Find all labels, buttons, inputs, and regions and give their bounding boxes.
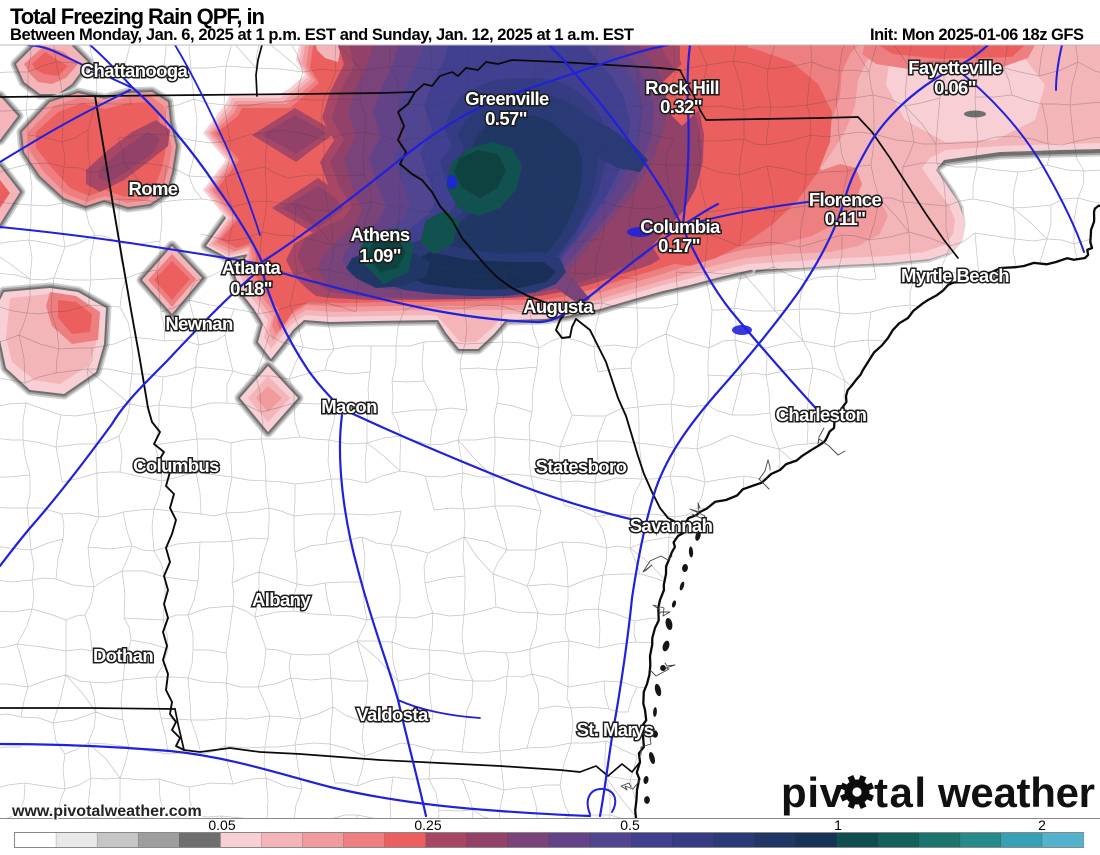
svg-text:0.11": 0.11"	[825, 208, 866, 229]
svg-text:0.18": 0.18"	[230, 278, 272, 299]
svg-text:Charleston: Charleston	[776, 404, 867, 425]
svg-text:Savannah: Savannah	[630, 515, 713, 536]
svg-text:0.25: 0.25	[414, 817, 441, 833]
svg-text:Albany: Albany	[252, 589, 311, 610]
svg-text:www.pivotalweather.com: www.pivotalweather.com	[11, 803, 202, 820]
svg-text:tal: tal	[874, 769, 926, 816]
svg-text:St. Marys: St. Marys	[577, 719, 654, 740]
svg-text:Augusta: Augusta	[523, 296, 594, 317]
svg-text:0.57": 0.57"	[485, 108, 527, 129]
svg-text:Florence: Florence	[809, 189, 882, 210]
svg-text:Columbia: Columbia	[640, 216, 721, 237]
svg-text:2: 2	[1038, 817, 1046, 833]
svg-text:1: 1	[834, 817, 842, 833]
svg-text:Macon: Macon	[321, 396, 377, 417]
svg-text:Greenville: Greenville	[465, 88, 549, 109]
svg-text:Total Freezing Rain QPF, in: Total Freezing Rain QPF, in	[10, 4, 265, 29]
svg-text:Valdosta: Valdosta	[356, 704, 429, 725]
svg-text:Athens: Athens	[350, 224, 409, 245]
svg-text:Chattanooga: Chattanooga	[81, 60, 189, 81]
svg-text:Fayetteville: Fayetteville	[908, 57, 1002, 78]
svg-text:Atlanta: Atlanta	[222, 257, 282, 278]
svg-text:Rome: Rome	[129, 178, 178, 199]
svg-text:0.05: 0.05	[208, 817, 235, 833]
svg-text:0.06": 0.06"	[934, 77, 976, 98]
svg-text:0.5: 0.5	[620, 817, 640, 833]
svg-text:Init: Mon 2025-01-06 18z GFS: Init: Mon 2025-01-06 18z GFS	[870, 26, 1084, 44]
svg-text:Myrtle Beach: Myrtle Beach	[901, 265, 1009, 286]
svg-text:0.17": 0.17"	[658, 235, 700, 256]
svg-text:Newnan: Newnan	[165, 313, 233, 334]
svg-text:Dothan: Dothan	[93, 645, 153, 666]
svg-text:1.09": 1.09"	[359, 245, 401, 266]
svg-text:Between Monday, Jan. 6, 2025 a: Between Monday, Jan. 6, 2025 at 1 p.m. E…	[10, 26, 634, 44]
svg-text:0.32": 0.32"	[660, 96, 702, 117]
svg-text:piv: piv	[781, 769, 844, 816]
svg-text:weather: weather	[937, 769, 1095, 816]
svg-text:Statesboro: Statesboro	[536, 456, 627, 477]
svg-text:Columbus: Columbus	[133, 455, 219, 476]
svg-text:Rock Hill: Rock Hill	[645, 77, 719, 98]
